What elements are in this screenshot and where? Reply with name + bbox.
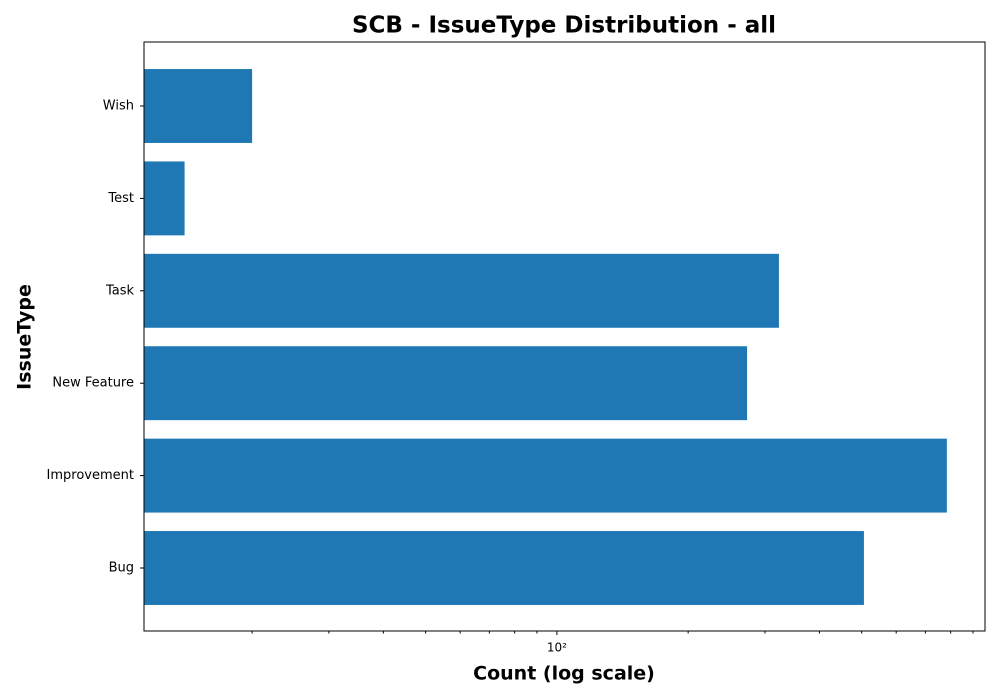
y-tick-label: Improvement	[47, 468, 134, 483]
y-axis-label: IssueType	[14, 284, 36, 390]
bar	[144, 531, 864, 605]
y-tick-label: Bug	[109, 561, 134, 576]
bar	[144, 69, 253, 143]
bar	[144, 253, 779, 328]
bar	[144, 346, 748, 421]
bar	[144, 438, 947, 513]
bar	[144, 161, 185, 236]
y-tick-label: Task	[105, 283, 135, 298]
x-axis-label: Count (log scale)	[473, 663, 655, 685]
y-tick-label: Test	[107, 191, 134, 206]
plot-frame	[143, 41, 986, 632]
chart-title: SCB - IssueType Distribution - all	[352, 13, 776, 39]
y-tick-label: Wish	[103, 99, 134, 114]
y-tick-label: New Feature	[52, 376, 134, 391]
x-tick-label: 10²	[547, 641, 567, 655]
